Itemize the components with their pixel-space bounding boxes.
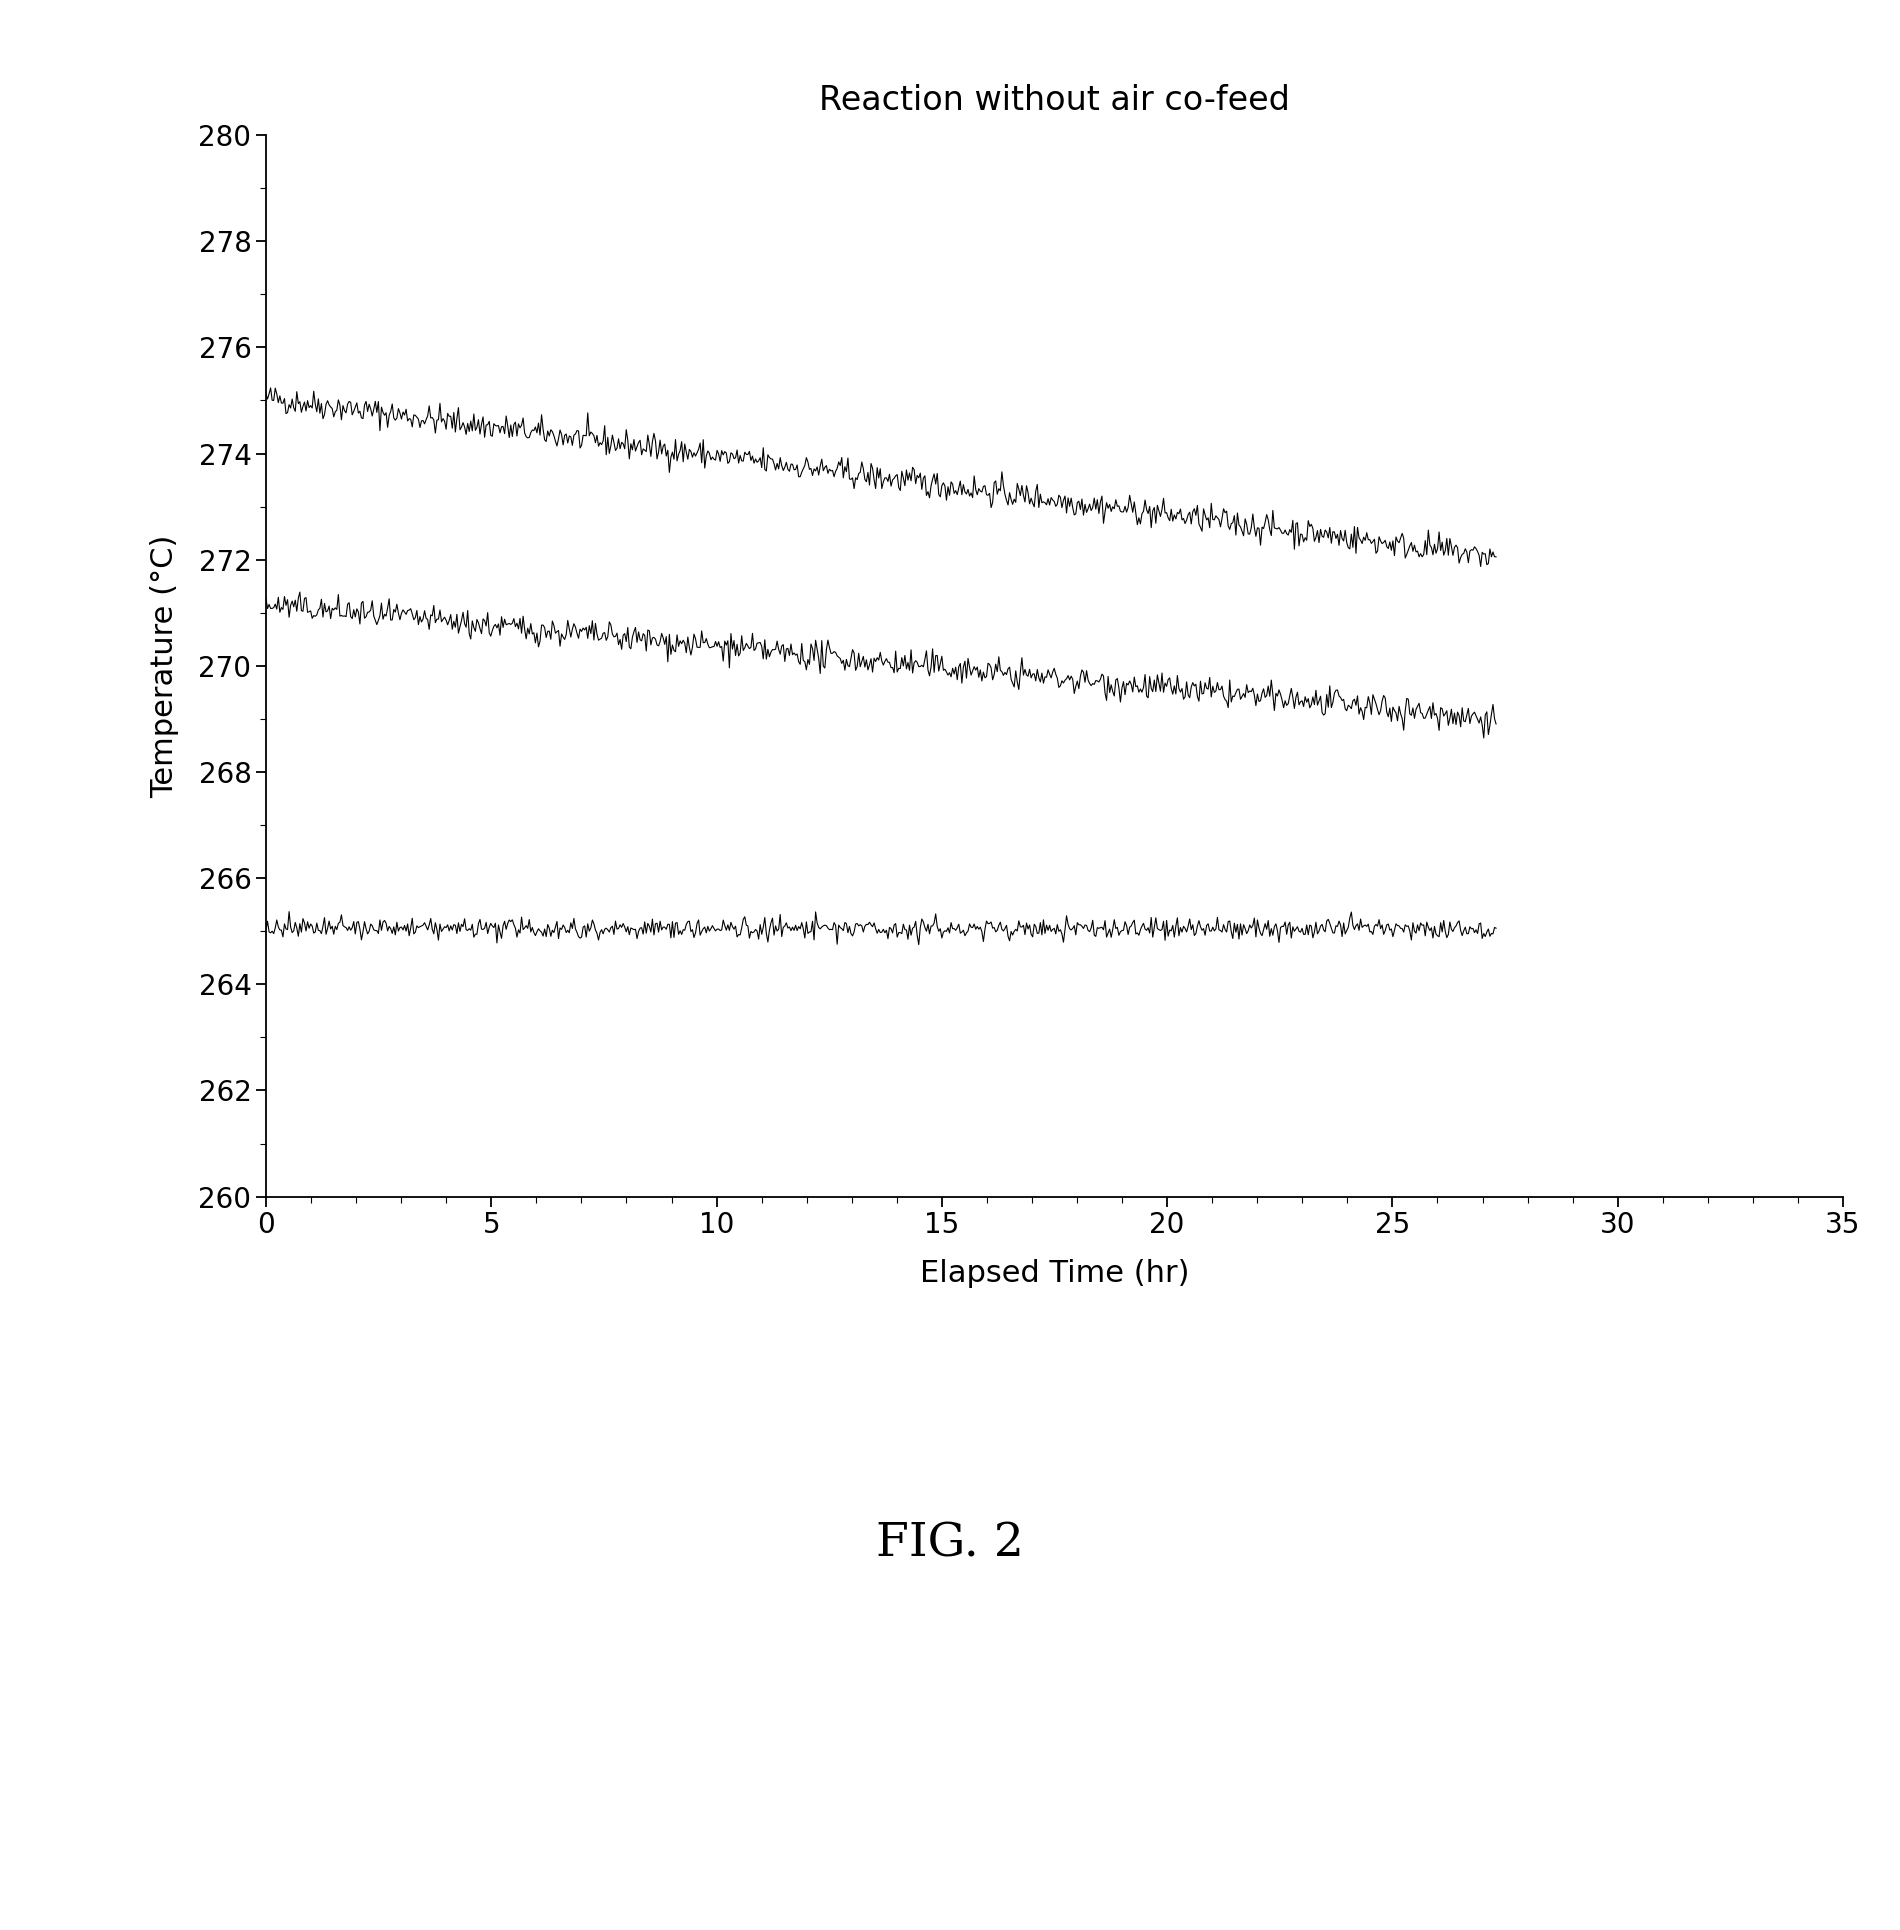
X-axis label: Elapsed Time (hr): Elapsed Time (hr) [920,1258,1189,1287]
Title: Reaction without air co-feed: Reaction without air co-feed [819,85,1290,118]
Text: FIG. 2: FIG. 2 [876,1521,1024,1567]
Y-axis label: Temperature (°C): Temperature (°C) [150,535,179,797]
